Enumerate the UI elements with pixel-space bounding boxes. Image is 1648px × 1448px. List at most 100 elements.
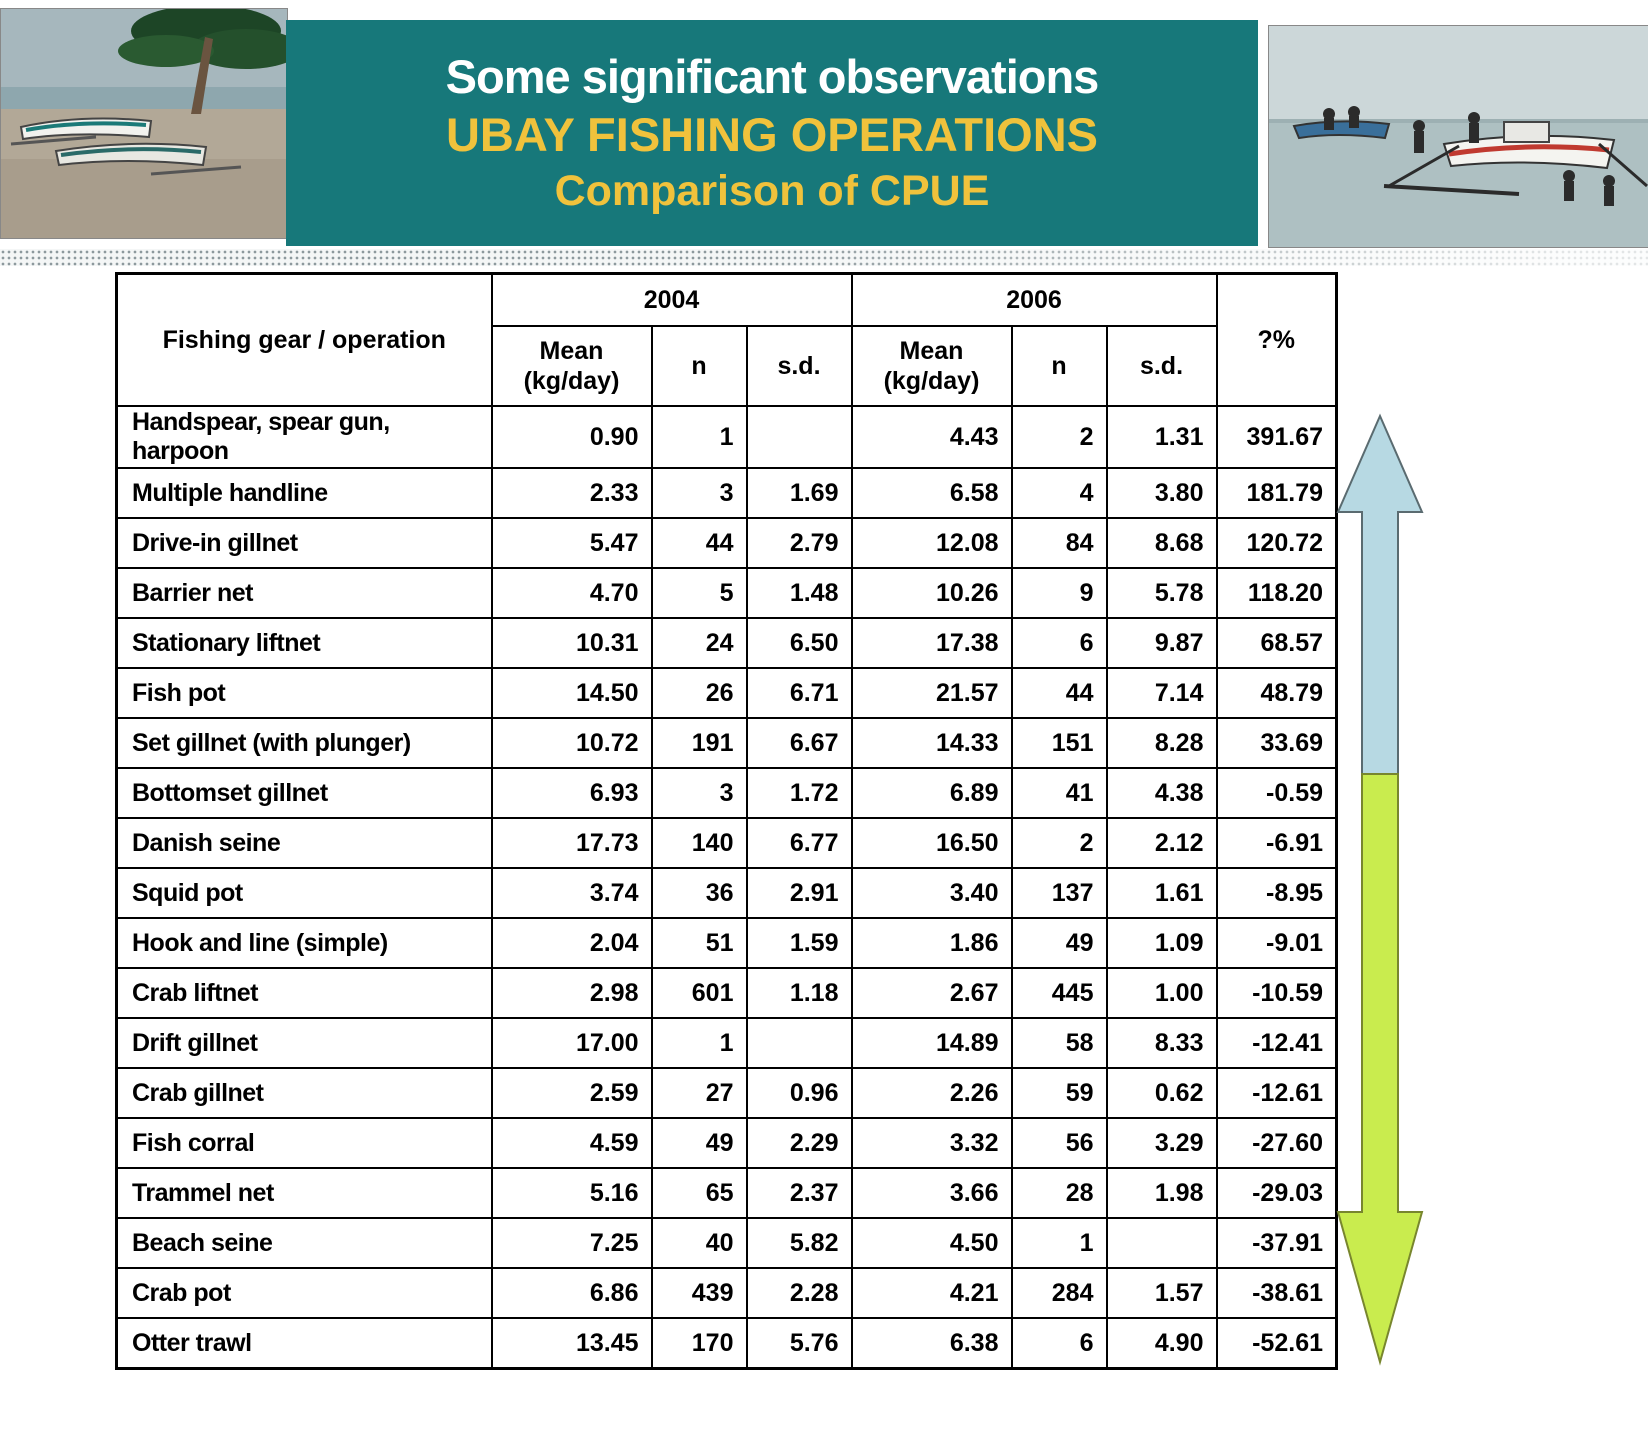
value-cell: 40 <box>650 1217 748 1269</box>
value-cell: -6.91 <box>1215 817 1338 869</box>
value-cell: 601 <box>650 967 748 1019</box>
value-cell: 5.16 <box>490 1167 653 1219</box>
gear-name-cell: Squid pot <box>115 867 493 919</box>
value-cell: 2.33 <box>490 467 653 519</box>
gear-name-cell: Crab gillnet <box>115 1067 493 1119</box>
value-cell: 181.79 <box>1215 467 1338 519</box>
value-cell <box>745 1017 853 1069</box>
value-cell: 6.77 <box>745 817 853 869</box>
value-cell: 51 <box>650 917 748 969</box>
table-row: Multiple handline 2.33 3 1.69 6.58 4 3.80 181.7… <box>115 467 1338 519</box>
table-header-row-years: Fishing gear / operation 2004 2006 ?% <box>115 272 1338 407</box>
value-cell: 118.20 <box>1215 567 1338 619</box>
value-cell: 191 <box>650 717 748 769</box>
value-cell: 10.31 <box>490 617 653 669</box>
value-cell: 8.33 <box>1105 1017 1218 1069</box>
table-row: Squid pot 3.74 36 2.91 3.40 137 1.61 -8.95 <box>115 867 1338 919</box>
table-row: Drift gillnet 17.00 1 14.89 58 8.33 -12.41 <box>115 1017 1338 1069</box>
trend-arrows <box>1336 413 1424 1366</box>
value-cell: 4.43 <box>850 405 1013 469</box>
value-cell: 6.50 <box>745 617 853 669</box>
value-cell: 27 <box>650 1067 748 1119</box>
value-cell: 3.32 <box>850 1117 1013 1169</box>
value-cell: 17.38 <box>850 617 1013 669</box>
year-2006-header: 2006 <box>850 272 1218 327</box>
value-cell: 84 <box>1010 517 1108 569</box>
value-cell: -29.03 <box>1215 1167 1338 1219</box>
value-cell: 6.71 <box>745 667 853 719</box>
value-cell: 13.45 <box>490 1317 653 1370</box>
table-header-row-stats: Mean (kg/day) n s.d. Mean (kg/day) n s.d… <box>117 325 1337 407</box>
beach-boats-illustration <box>1 9 287 238</box>
value-cell: 3 <box>650 467 748 519</box>
value-cell: 1.86 <box>850 917 1013 969</box>
value-cell: 4.50 <box>850 1217 1013 1269</box>
value-cell: 6.67 <box>745 717 853 769</box>
value-cell: 44 <box>1010 667 1108 719</box>
value-cell: 2.37 <box>745 1167 853 1219</box>
value-cell: 10.72 <box>490 717 653 769</box>
value-cell: 5.82 <box>745 1217 853 1269</box>
value-cell: 1.59 <box>745 917 853 969</box>
value-cell: 4 <box>1010 467 1108 519</box>
value-cell: 56 <box>1010 1117 1108 1169</box>
dotted-separator <box>0 249 1648 266</box>
value-cell: 41 <box>1010 767 1108 819</box>
value-cell: 391.67 <box>1215 405 1338 469</box>
value-cell: 48.79 <box>1215 667 1338 719</box>
value-cell: 2.79 <box>745 517 853 569</box>
value-cell: 68.57 <box>1215 617 1338 669</box>
value-cell: 6.58 <box>850 467 1013 519</box>
table-row: Crab gillnet 2.59 27 0.96 2.26 59 0.62 -12.61 <box>115 1067 1338 1119</box>
value-cell: 1.72 <box>745 767 853 819</box>
value-cell: 24 <box>650 617 748 669</box>
value-cell: 445 <box>1010 967 1108 1019</box>
value-cell: 49 <box>650 1117 748 1169</box>
fishermen-boats-photo <box>1268 25 1648 248</box>
year-2004-header: 2004 <box>490 272 853 327</box>
table-row: Stationary liftnet 10.31 24 6.50 17.38 6 9.87 6… <box>115 617 1338 669</box>
value-cell: 65 <box>650 1167 748 1219</box>
value-cell: 14.33 <box>850 717 1013 769</box>
value-cell: 1.61 <box>1105 867 1218 919</box>
value-cell: 2.12 <box>1105 817 1218 869</box>
value-cell: 0.62 <box>1105 1067 1218 1119</box>
table-row: Crab liftnet 2.98 601 1.18 2.67 445 1.00 -10.59 <box>115 967 1338 1019</box>
value-cell: 1 <box>650 1017 748 1069</box>
value-cell: 8.28 <box>1105 717 1218 769</box>
gear-name-cell: Otter trawl <box>115 1317 493 1370</box>
value-cell: 151 <box>1010 717 1108 769</box>
value-cell: 14.89 <box>850 1017 1013 1069</box>
gear-name-cell: Multiple handline <box>115 467 493 519</box>
fishermen-boats-illustration <box>1269 26 1648 247</box>
table-row: Drive-in gillnet 5.47 44 2.79 12.08 84 8.68 120… <box>115 517 1338 569</box>
value-cell: 5.76 <box>745 1317 853 1370</box>
value-cell: 5 <box>650 567 748 619</box>
value-cell: 3.80 <box>1105 467 1218 519</box>
table-row: Set gillnet (with plunger) 10.72 191 6.67 14… <box>115 717 1338 769</box>
value-cell: 5.78 <box>1105 567 1218 619</box>
value-cell: 6.86 <box>490 1267 653 1319</box>
gear-name-cell: Drive-in gillnet <box>115 517 493 569</box>
mean-2006-header: Mean (kg/day) <box>850 325 1013 407</box>
value-cell: -9.01 <box>1215 917 1338 969</box>
title-banner: Some significant observations UBAY FISHI… <box>286 20 1258 246</box>
value-cell: 170 <box>650 1317 748 1370</box>
gear-name-cell: Fish corral <box>115 1117 493 1169</box>
value-cell: 17.73 <box>490 817 653 869</box>
value-cell: -52.61 <box>1215 1317 1338 1370</box>
slide-title: Some significant observations <box>445 50 1100 103</box>
value-cell: 12.08 <box>850 517 1013 569</box>
value-cell: 49 <box>1010 917 1108 969</box>
gear-name-cell: Set gillnet (with plunger) <box>115 717 493 769</box>
value-cell: 4.90 <box>1105 1317 1218 1370</box>
value-cell: 4.70 <box>490 567 653 619</box>
value-cell: 2.59 <box>490 1067 653 1119</box>
value-cell: 4.59 <box>490 1117 653 1169</box>
value-cell: 7.14 <box>1105 667 1218 719</box>
value-cell: 4.38 <box>1105 767 1218 819</box>
value-cell: 44 <box>650 517 748 569</box>
increase-arrow-icon <box>1336 413 1424 775</box>
cpue-table-wrap: Fishing gear / operation 2004 2006 ?% Me… <box>115 272 1338 1370</box>
value-cell: 16.50 <box>850 817 1013 869</box>
